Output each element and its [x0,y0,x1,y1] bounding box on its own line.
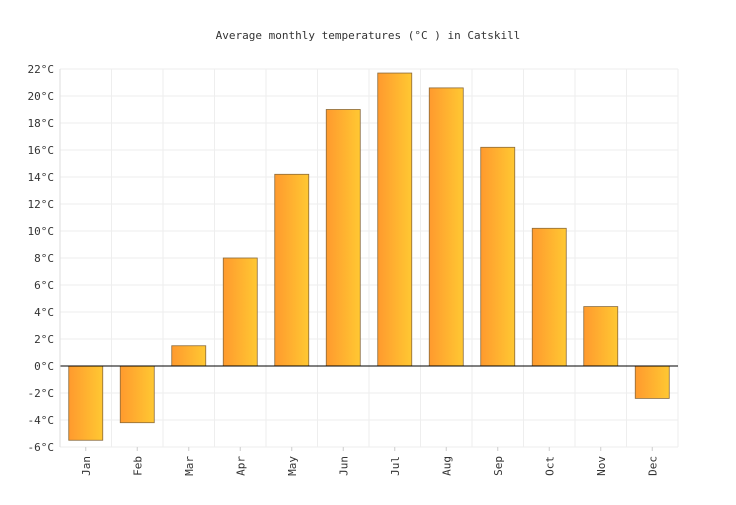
x-tick-label: May [286,456,299,476]
bar-feb [119,365,155,424]
x-tick-label: Sep [492,456,505,476]
y-tick-label: 2°C [34,333,54,346]
y-tick-label: 14°C [28,171,55,184]
y-tick-label: 6°C [34,279,54,292]
grid-lines [59,68,679,448]
bar-jan [68,365,104,441]
bar-oct [531,227,567,367]
bars [68,72,670,441]
x-tick-labels: Jan Feb Mar Apr May Jun Jul Aug Sep Oct Nov Dec [80,456,660,476]
y-tick-label: 20°C [28,90,55,103]
bar-jul [377,72,413,367]
bar-mar [171,345,207,367]
y-tick-label: 10°C [28,225,55,238]
x-tick-label: Mar [183,456,196,476]
y-tick-label: 0°C [34,360,54,373]
x-tick-label: Jul [389,456,402,476]
y-tick-label: -4°C [28,414,55,427]
bar-aug [428,87,464,367]
axes [59,69,678,451]
bar-nov [583,306,619,367]
bar-jun [325,109,361,367]
x-tick-label: Jun [337,456,350,476]
y-tick-label: 18°C [28,117,55,130]
bar-dec [634,365,670,399]
y-tick-label: 4°C [34,306,54,319]
y-tick-label: 22°C [28,63,55,76]
bar-sep [480,146,516,367]
x-tick-label: Jan [80,456,93,476]
x-tick-label: Feb [131,456,144,476]
y-tick-label: 12°C [28,198,55,211]
x-tick-label: Apr [234,456,247,476]
y-tick-label: -6°C [28,441,55,454]
bar-may [274,173,310,367]
y-tick-label: -2°C [28,387,55,400]
x-tick-label: Dec [646,456,659,476]
x-tick-label: Nov [595,456,608,476]
x-tick-label: Aug [440,456,453,476]
x-tick-label: Oct [543,456,556,476]
bar-apr [222,257,258,367]
y-tick-labels: -6°C -4°C -2°C 0°C 2°C 4°C 6°C 8°C 10°C 12°C 14°C 1… [28,63,55,454]
y-tick-label: 8°C [34,252,54,265]
chart-title: Average monthly temperatures (°C ) in Ca… [216,29,521,42]
y-tick-label: 16°C [28,144,55,157]
